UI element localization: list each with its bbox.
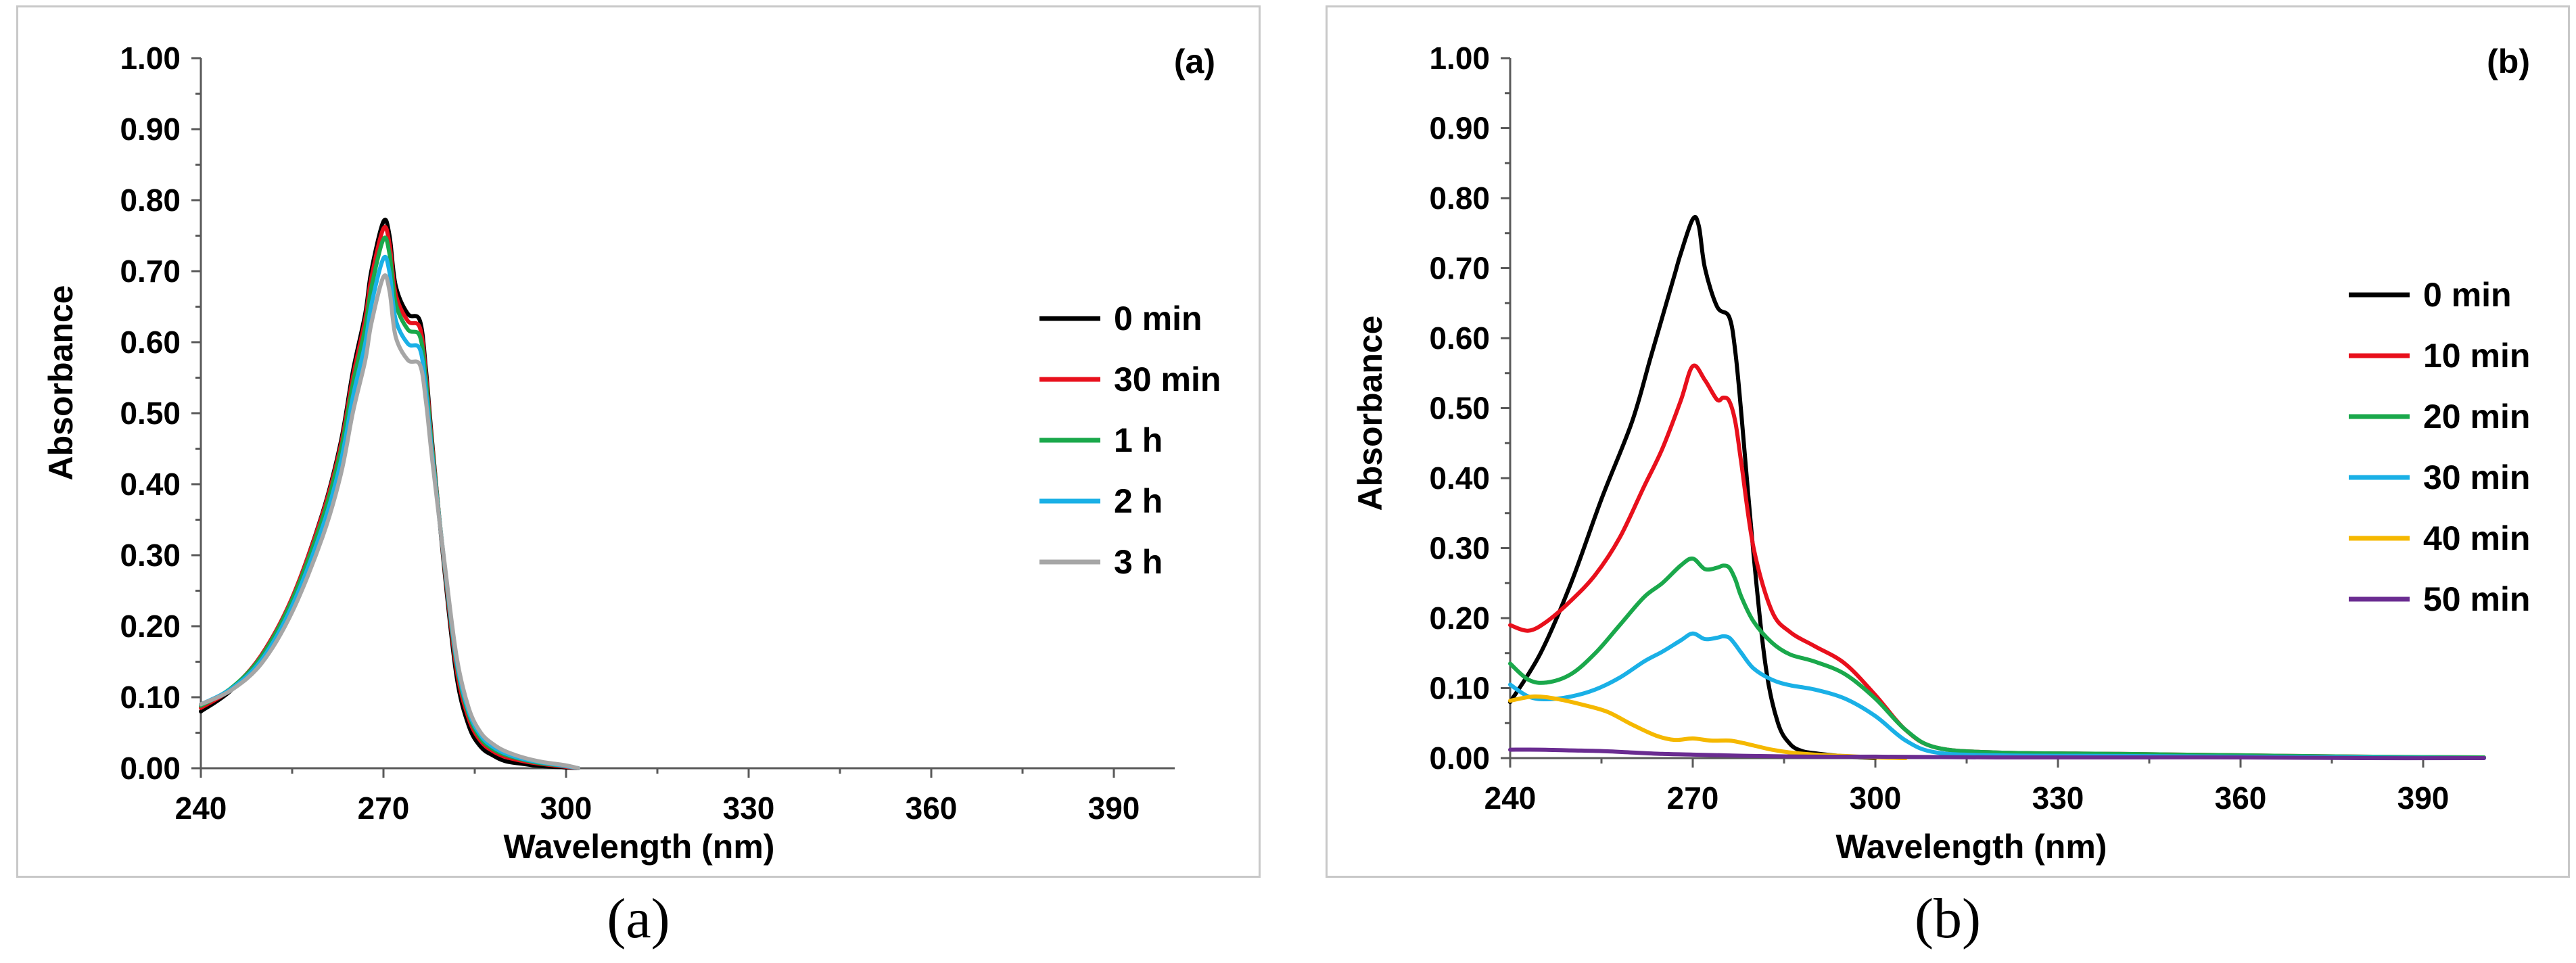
chart-b-x-tick-label: 360 [2215, 780, 2267, 816]
chart-b-y-tick-label: 0.20 [1429, 601, 1490, 636]
chart-panel-b: 0.00 0.10 0.20 0.30 0.40 0.50 0.60 0.70 0.80 0.90… [1326, 5, 2570, 878]
chart-b-legend-label: 30 min [2423, 459, 2530, 496]
chart-a-x-tick-label: 330 [723, 791, 775, 826]
chart-a-svg: 0.00 0.10 0.20 0.30 0.40 0.50 0.60 0.70 0.80 0.90… [42, 41, 1221, 866]
chart-a-x-tick-label: 240 [175, 791, 227, 826]
chart-b-series-line-20-min [1508, 556, 2486, 759]
chart-b-y-tick-label: 0.30 [1429, 531, 1490, 566]
chart-a-y-tick-label: 0.10 [120, 680, 181, 715]
chart-a-y-tick-label: 0.90 [120, 112, 181, 147]
chart-b-y-tick-label: 0.10 [1429, 671, 1490, 706]
chart-b-y-tick-label: 0.90 [1429, 111, 1490, 146]
chart-a-series-line-2-h [199, 254, 580, 770]
chart-a-y-tick-label: 0.50 [120, 396, 181, 431]
chart-b-series-line-50-min [1508, 747, 2486, 761]
chart-a-y-tick-label: 0.30 [120, 538, 181, 573]
chart-a-y-tick-label: 0.80 [120, 183, 181, 218]
chart-a-legend: 0 min 30 min 1 h 2 h 3 h [1039, 300, 1221, 581]
chart-a-panel-tag: (a) [1174, 43, 1215, 80]
chart-a-y-tick-label: 0.60 [120, 325, 181, 360]
chart-a-series-line-1-h [199, 235, 580, 770]
chart-b-y-tick-label: 0.60 [1429, 321, 1490, 356]
chart-b-y-tick-label: 0.80 [1429, 181, 1490, 216]
chart-a-x-tick-label: 360 [906, 791, 958, 826]
chart-b-x-tick-label: 390 [2397, 780, 2450, 816]
chart-b-series-line-10-min [1508, 363, 2486, 759]
chart-b-legend-label: 0 min [2423, 276, 2512, 314]
chart-a-x-axis-title: Wavelength (nm) [504, 828, 775, 866]
chart-a-y-tick-label: 0.00 [120, 751, 181, 786]
chart-a-legend-label: 2 h [1114, 482, 1163, 520]
chart-b-y-axis-title: Absorbance [1351, 316, 1389, 511]
chart-a-x-tick-label: 390 [1088, 791, 1140, 826]
chart-a-x-tick-label: 270 [358, 791, 410, 826]
chart-b-y-tick-label: 0.40 [1429, 461, 1490, 496]
chart-b-svg: 0.00 0.10 0.20 0.30 0.40 0.50 0.60 0.70 0.80 0.90… [1351, 41, 2530, 866]
chart-b-series-line-30-min [1508, 631, 2486, 760]
chart-b-x-tick-label: 330 [2032, 780, 2084, 816]
chart-b-x-axis-title: Wavelength (nm) [1836, 828, 2107, 866]
chart-panel-a: 0.00 0.10 0.20 0.30 0.40 0.50 0.60 0.70 0.80 0.90… [16, 5, 1261, 878]
chart-b-legend-label: 50 min [2423, 580, 2530, 618]
chart-b-series-line-0-min [1508, 215, 1877, 760]
chart-b-x-tick-label: 240 [1484, 780, 1537, 816]
chart-b-y-tick-label: 0.70 [1429, 251, 1490, 286]
chart-b-y-tick-label: 1.00 [1429, 41, 1490, 76]
chart-a-y-tick-label: 0.40 [120, 467, 181, 502]
chart-a-x-tick-label: 300 [540, 791, 592, 826]
chart-b-axes: 0.00 0.10 0.20 0.30 0.40 0.50 0.60 0.70 0.80 0.90… [1429, 41, 2484, 816]
chart-a-legend-label: 30 min [1114, 360, 1221, 398]
chart-a-y-tick-label: 0.70 [120, 254, 181, 289]
chart-a-series-layer [199, 217, 580, 770]
chart-b-y-tick-label: 0.50 [1429, 391, 1490, 426]
chart-a-legend-label: 3 h [1114, 543, 1163, 581]
chart-b-x-tick-label: 270 [1667, 780, 1719, 816]
figure-caption-a: (a) [607, 887, 670, 950]
chart-a-y-tick-label: 1.00 [120, 41, 181, 76]
chart-a-y-tick-label: 0.20 [120, 609, 181, 644]
chart-a-legend-label: 0 min [1114, 300, 1202, 337]
chart-a-axes: 0.00 0.10 0.20 0.30 0.40 0.50 0.60 0.70 0.80 0.90… [120, 41, 1175, 826]
chart-b-series-line-40-min [1508, 694, 1908, 760]
chart-b-x-tick-label: 300 [1850, 780, 1902, 816]
chart-b-legend-label: 40 min [2423, 519, 2530, 557]
figure-caption-b: (b) [1915, 887, 1981, 950]
chart-b-legend-label: 20 min [2423, 398, 2530, 436]
chart-a-series-line-3-h [199, 273, 580, 770]
chart-b-panel-tag: (b) [2487, 43, 2530, 80]
chart-b-series-layer [1508, 215, 2486, 761]
chart-b-y-tick-label: 0.00 [1429, 741, 1490, 776]
chart-a-legend-label: 1 h [1114, 421, 1163, 459]
chart-a-series-line-30-min [199, 225, 580, 770]
chart-a-y-axis-title: Absorbance [42, 285, 80, 481]
chart-b-legend: 0 min 10 min 20 min 30 min 40 min 50 min [2349, 276, 2530, 618]
chart-b-legend-label: 10 min [2423, 337, 2530, 375]
